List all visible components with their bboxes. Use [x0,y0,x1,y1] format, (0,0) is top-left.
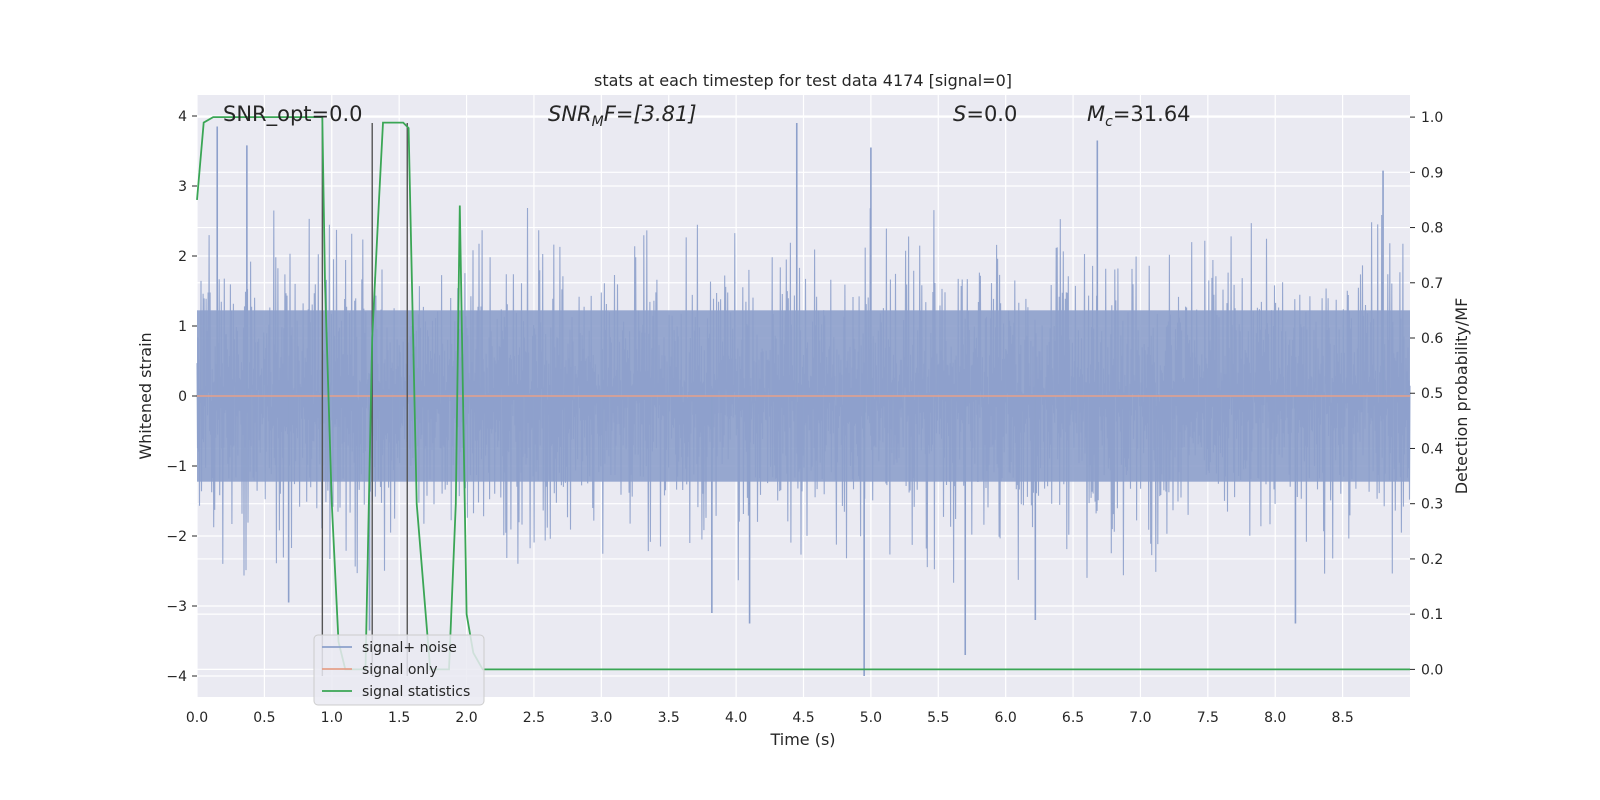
annotation-s: S=0.0 [953,102,1017,126]
x-tick-label: 5.0 [860,710,882,726]
y-tick-label-right: 0.9 [1421,165,1443,181]
signal-statistics-line [196,116,1410,671]
annotation-snr-mf: SNRMF=[3.81] [548,102,697,130]
x-tick-label: 4.5 [792,710,814,726]
x-tick-label: 0.5 [253,710,275,726]
x-tick-label: 2.0 [455,710,477,726]
y-tick-label-right: 0.4 [1421,441,1443,457]
x-tick-label: 8.5 [1331,710,1353,726]
y-tick-label-right: 0.1 [1421,607,1443,623]
x-tick-label: 6.5 [1062,710,1084,726]
annotation-mc: Mc=31.64 [1087,102,1191,130]
x-tick-label: 3.0 [590,710,612,726]
x-tick-label: 6.0 [995,710,1017,726]
x-tick-label: 0.0 [186,710,208,726]
y-tick-label-left: 2 [178,249,187,265]
vertical-markers [321,116,408,676]
legend-label-signal-plus-noise: signal+ noise [362,640,457,656]
y-tick-label-right: 0.2 [1421,552,1443,568]
x-tick-label: 5.5 [927,710,949,726]
y-tick-label-left: −2 [166,529,187,545]
legend: signal+ noise signal only signal statist… [313,634,485,706]
y-tick-label-right: 0.8 [1421,221,1443,237]
x-tick-label: 8.0 [1264,710,1286,726]
x-tick-label: 1.5 [388,710,410,726]
y-tick-label-left: −1 [166,459,187,475]
y-tick-label-right: 0.7 [1421,276,1443,292]
x-tick-label: 2.5 [523,710,545,726]
x-tick-label: 7.5 [1197,710,1219,726]
x-axis-label: Time (s) [769,730,835,749]
x-tick-label: 4.0 [725,710,747,726]
y-tick-label-left: −4 [166,669,187,685]
y-tick-label-left: 1 [178,319,187,335]
tick-labels: 0.0 0.5 1.0 1.5 2.0 2.5 3.0 3.5 4.0 4.5 5.0 5.5 6.0 6… [166,109,1443,726]
y-tick-label-right: 1.0 [1421,110,1443,126]
y-tick-label-right: 0.6 [1421,331,1443,347]
series-signal-statistics [196,116,1410,671]
y-axis-label-right: Detection probability/MF [1452,298,1471,495]
x-tick-label: 7.0 [1129,710,1151,726]
y-tick-label-left: 4 [178,109,187,125]
chart-title: stats at each timestep for test data 417… [594,71,1012,90]
y-tick-label-right: 0.3 [1421,497,1443,513]
y-tick-label-left: 0 [178,389,187,405]
legend-label-signal-only: signal only [362,662,437,678]
x-tick-label: 3.5 [658,710,680,726]
y-axis-label-left: Whitened strain [136,332,155,459]
y-tick-label-left: 3 [178,179,187,195]
y-tick-label-right: 0.0 [1421,662,1443,678]
y-tick-label-right: 0.5 [1421,386,1443,402]
legend-box [313,634,485,706]
annotation-snr-opt: SNR_opt=0.0 [223,102,363,127]
y-tick-label-left: −3 [166,599,187,615]
x-tick-label: 1.0 [321,710,343,726]
legend-label-signal-statistics: signal statistics [362,684,470,700]
